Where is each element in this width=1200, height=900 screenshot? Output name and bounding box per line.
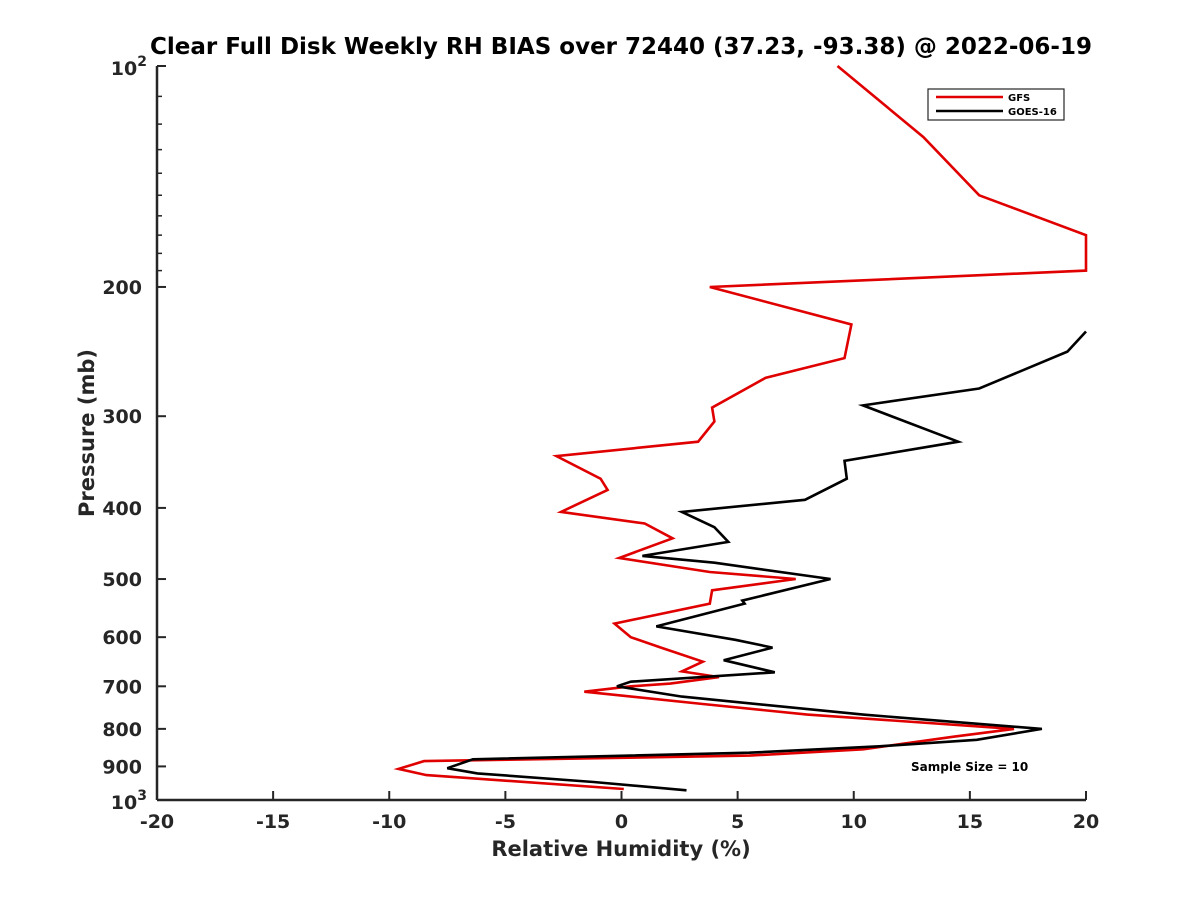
series-line-gfs bbox=[393, 64, 1088, 791]
x-tick-label: -15 bbox=[256, 811, 290, 833]
x-tick-label: 15 bbox=[957, 811, 983, 833]
y-tick-label: 400 bbox=[102, 498, 142, 520]
sample-size-annotation: Sample Size = 10 bbox=[911, 760, 1028, 774]
legend: GFS GOES-16 bbox=[927, 88, 1065, 121]
y-tick-label: 102 bbox=[111, 54, 147, 80]
x-tick-label: 5 bbox=[731, 811, 744, 833]
y-tick-label: 103 bbox=[111, 788, 147, 814]
x-tick-label: -10 bbox=[372, 811, 406, 833]
x-tick-label: 0 bbox=[615, 811, 628, 833]
y-tick-label: 500 bbox=[102, 569, 142, 591]
y-tick-label: 300 bbox=[102, 406, 142, 428]
y-tick-label: 800 bbox=[102, 719, 142, 741]
y-tick-label: 900 bbox=[102, 756, 142, 778]
chart-title: Clear Full Disk Weekly RH BIAS over 7244… bbox=[150, 34, 1092, 60]
legend-label-goes16: GOES-16 bbox=[1008, 107, 1057, 118]
series-line-goes16 bbox=[446, 330, 1087, 792]
x-tick-label: 20 bbox=[1073, 811, 1099, 833]
x-tick-label: -20 bbox=[140, 811, 174, 833]
x-axis-label: Relative Humidity (%) bbox=[491, 837, 750, 861]
y-tick-label: 700 bbox=[102, 676, 142, 698]
plot-area: -20 -15 -10 -5 0 5 10 15 20 102 200 300 400 500 600 700… bbox=[102, 54, 1099, 833]
x-tick-label: -5 bbox=[495, 811, 516, 833]
legend-box bbox=[927, 88, 1065, 121]
y-axis-label: Pressure (mb) bbox=[75, 349, 99, 517]
x-tick-label: 10 bbox=[841, 811, 867, 833]
legend-label-gfs: GFS bbox=[1008, 93, 1030, 104]
y-tick-label: 600 bbox=[102, 627, 142, 649]
y-tick-label: 200 bbox=[102, 277, 142, 299]
